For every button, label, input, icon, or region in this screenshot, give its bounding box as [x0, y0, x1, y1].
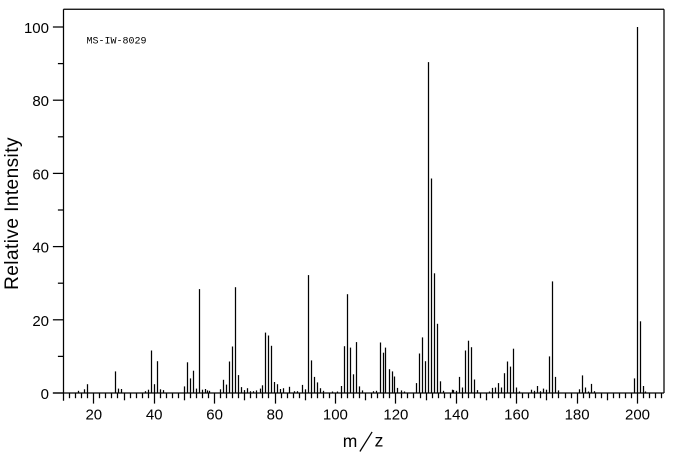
svg-text:160: 160	[504, 407, 529, 424]
svg-text:m: m	[343, 431, 358, 451]
svg-text:0: 0	[41, 386, 49, 403]
svg-text:40: 40	[146, 407, 163, 424]
svg-text:20: 20	[32, 313, 49, 330]
svg-text:MS-IW-8029: MS-IW-8029	[87, 37, 147, 48]
svg-text:20: 20	[85, 407, 102, 424]
svg-text:100: 100	[24, 20, 49, 37]
svg-text:60: 60	[206, 407, 223, 424]
svg-text:60: 60	[32, 166, 49, 183]
svg-text:Relative Intensity: Relative Intensity	[2, 137, 23, 290]
svg-text:120: 120	[383, 407, 408, 424]
svg-text:80: 80	[32, 93, 49, 110]
svg-text:200: 200	[625, 407, 650, 424]
svg-text:180: 180	[565, 407, 590, 424]
svg-text:80: 80	[267, 407, 284, 424]
svg-text:100: 100	[323, 407, 348, 424]
svg-text:140: 140	[444, 407, 469, 424]
svg-text:z: z	[375, 431, 384, 451]
svg-text:40: 40	[32, 240, 49, 257]
